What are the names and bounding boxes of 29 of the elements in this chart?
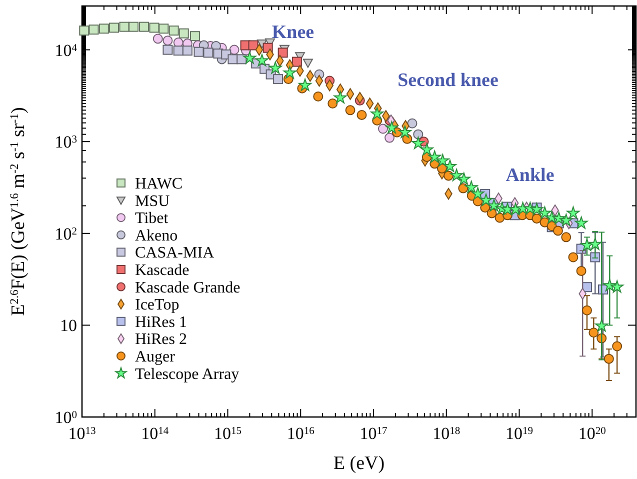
- legend-label: HiRes 2: [135, 331, 187, 348]
- legend-label: Kascade Grande: [135, 279, 240, 296]
- x-tick-label: 10$^{14}$: [141, 424, 170, 443]
- annotation: Knee: [272, 22, 314, 43]
- y-tick-label: 10$^{3}$: [54, 132, 77, 152]
- legend-label: CASA-MIA: [135, 244, 215, 262]
- legend-label: Telescope Array: [135, 366, 240, 383]
- x-tick-label: 10$^{15}$: [214, 424, 242, 443]
- legend-label: IceTop: [135, 296, 180, 314]
- legend-label: HAWC: [135, 176, 183, 192]
- annotation: Second knee: [398, 70, 498, 91]
- x-tick-label: 10$^{13}$: [68, 424, 96, 443]
- x-tick-label: 10$^{19}$: [505, 424, 534, 443]
- x-tick-label: 10$^{18}$: [432, 424, 460, 443]
- legend-label: Auger: [135, 348, 176, 366]
- legend-label: HiRes 1: [135, 314, 187, 331]
- y-tick-label: 10$^{4}$: [54, 40, 78, 60]
- x-tick-label: 10$^{20}$: [578, 424, 606, 443]
- legend-label: Tibet: [135, 210, 169, 228]
- x-axis-title: E (eV): [333, 453, 385, 474]
- y-tick-label: 10$^{2}$: [54, 224, 77, 244]
- x-tick-label: 10$^{17}$: [360, 424, 388, 443]
- legend-label: MSU: [135, 192, 170, 210]
- x-tick-label: 10$^{16}$: [286, 424, 314, 443]
- y-tick-label: 10: [60, 316, 77, 336]
- legend-label: Kascade: [135, 262, 190, 279]
- y-tick-label: 10$^{0}$: [54, 408, 77, 427]
- annotation: Ankle: [506, 165, 554, 186]
- legend-label: Akeno: [135, 227, 178, 244]
